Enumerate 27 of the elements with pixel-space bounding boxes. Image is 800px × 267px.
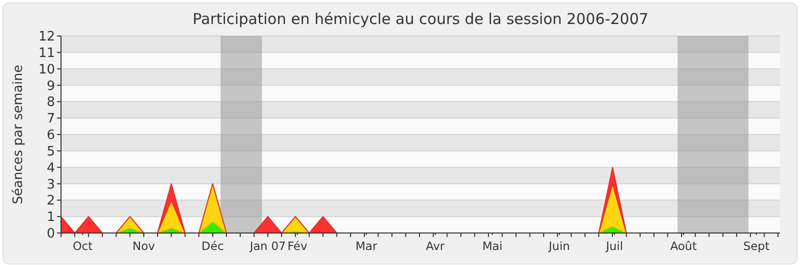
x-tick-label: Juin bbox=[548, 239, 570, 253]
x-tick-label: Juil bbox=[604, 239, 624, 253]
y-axis-title: Séances par semaine bbox=[11, 64, 26, 204]
x-tick-label: Avr bbox=[426, 239, 445, 253]
y-tick-label: 2 bbox=[46, 194, 55, 209]
y-tick-label: 1 bbox=[46, 210, 55, 226]
y-tick-label: 0 bbox=[46, 226, 55, 242]
x-tick-label: Fév bbox=[287, 239, 308, 253]
y-tick-label: 11 bbox=[38, 46, 55, 61]
y-tick-label: 3 bbox=[46, 177, 55, 192]
x-tick-label: Jan 07 bbox=[248, 239, 286, 253]
y-tick-label: 9 bbox=[46, 78, 55, 94]
x-tick-label: Nov bbox=[132, 239, 156, 253]
chart-title: Participation en hémicycle au cours de la session 2006-2007 bbox=[192, 10, 648, 28]
y-tick-label: 5 bbox=[46, 144, 55, 160]
x-tick-label: Sept bbox=[743, 239, 770, 253]
y-tick-label: 12 bbox=[38, 30, 55, 45]
x-tick-label: Oct bbox=[72, 239, 94, 253]
y-tick-label: 10 bbox=[38, 62, 55, 78]
x-tick-label: Mai bbox=[482, 239, 502, 253]
y-tick-label: 7 bbox=[46, 112, 55, 127]
y-tick-label: 8 bbox=[46, 95, 55, 110]
x-tick-label: Mar bbox=[355, 239, 378, 253]
x-tick-label: Août bbox=[670, 239, 698, 253]
y-tick-label: 4 bbox=[46, 160, 55, 176]
y-tick-label: 6 bbox=[46, 128, 55, 144]
x-tick-label: Déc bbox=[202, 239, 224, 253]
